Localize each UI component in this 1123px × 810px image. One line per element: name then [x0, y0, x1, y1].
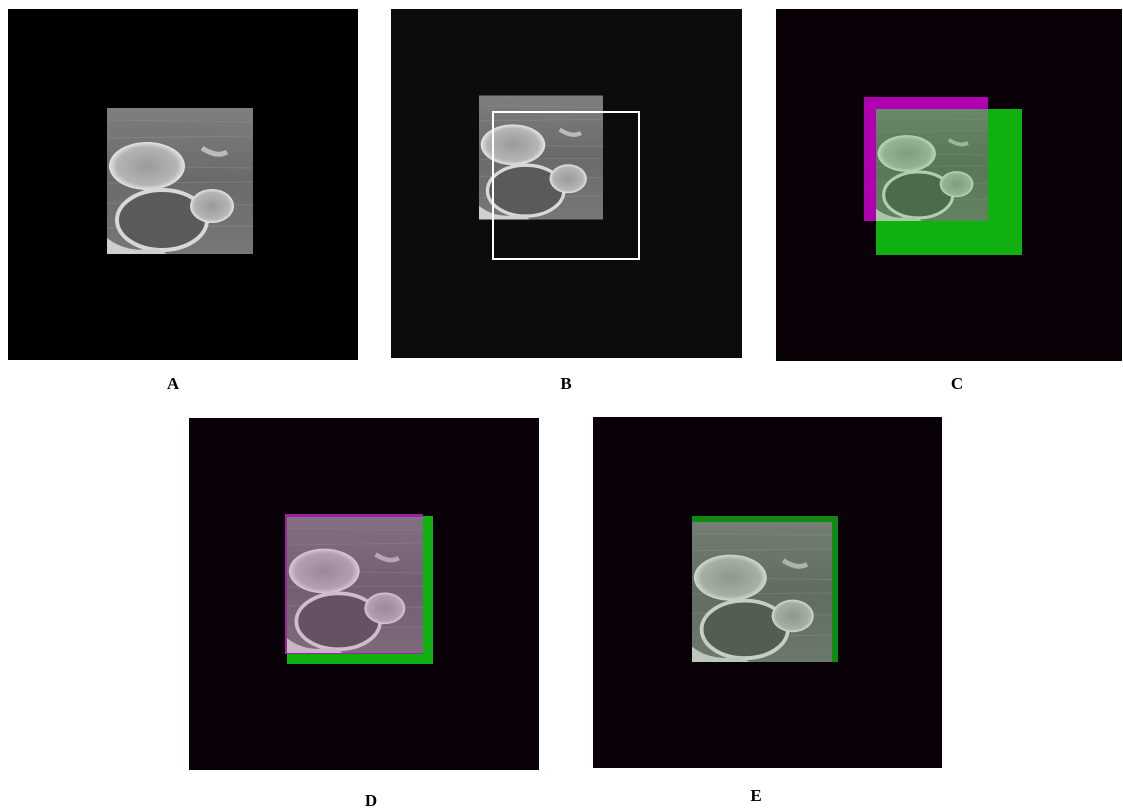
- panel-label: C: [951, 374, 963, 393]
- ct-image: [479, 96, 603, 220]
- panel-label: B: [560, 374, 571, 393]
- page: A B C D E (() => { const data = JSON.par…: [0, 0, 1123, 810]
- ct-image: [287, 517, 423, 653]
- panel-label: A: [167, 374, 180, 393]
- ct-image: [876, 109, 988, 221]
- ct-image: [107, 108, 253, 254]
- panel-label: D: [365, 791, 377, 810]
- panel-label: E: [750, 786, 761, 805]
- figure: A B C D E: [0, 0, 1123, 810]
- ct-image: [692, 522, 832, 662]
